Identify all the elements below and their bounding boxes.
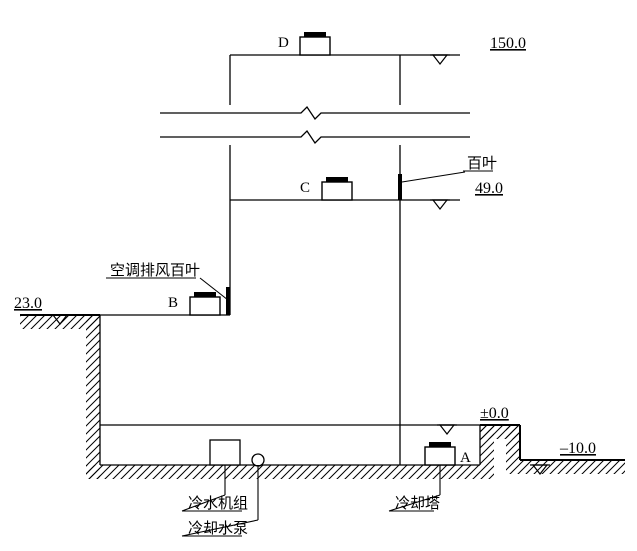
unit-letter: C	[300, 180, 310, 196]
intake-louver-right	[398, 174, 402, 200]
equipment-unit: D	[278, 32, 330, 55]
elevation-value: ±0.0	[480, 405, 509, 422]
hvac-section-diagram: 150.049.023.0±0.0–10.0DCBA百叶空调排风百叶冷水机组冷却…	[0, 0, 637, 551]
elevation-value: 49.0	[475, 180, 503, 197]
cooling-water-pump	[252, 454, 264, 466]
unit-letter: A	[460, 450, 471, 466]
equipment-unit: C	[300, 177, 352, 200]
chiller	[210, 440, 240, 465]
callout-label: 百叶	[467, 155, 497, 172]
unit-letter: B	[168, 295, 178, 311]
cooling-tower: A	[425, 442, 471, 466]
exhaust-louver-left	[226, 287, 230, 315]
elevation-value: 150.0	[490, 35, 526, 52]
callout-label: 空调排风百叶	[110, 262, 200, 279]
elevation-value: 23.0	[14, 295, 42, 312]
unit-letter: D	[278, 35, 289, 51]
callout-label: 冷却塔	[395, 495, 440, 512]
callout-label: 冷却水泵	[188, 520, 248, 537]
equipment-unit: B	[168, 292, 220, 315]
elevation-value: –10.0	[559, 440, 596, 457]
callout-label: 冷水机组	[188, 495, 248, 512]
